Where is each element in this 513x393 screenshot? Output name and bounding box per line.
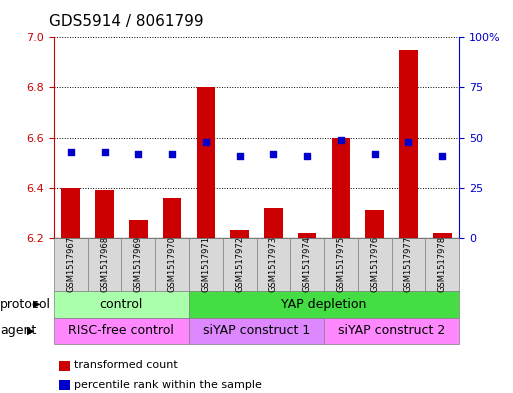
Text: GSM1517976: GSM1517976 — [370, 236, 379, 292]
Text: siYAP construct 2: siYAP construct 2 — [338, 324, 445, 338]
Point — [269, 151, 278, 157]
Point — [67, 149, 75, 155]
Text: GSM1517978: GSM1517978 — [438, 236, 447, 292]
Bar — [264, 208, 283, 238]
Bar — [230, 230, 249, 238]
Text: GSM1517975: GSM1517975 — [337, 236, 345, 292]
Bar — [433, 233, 451, 238]
Text: ▶: ▶ — [33, 299, 41, 309]
Bar — [399, 50, 418, 238]
Text: percentile rank within the sample: percentile rank within the sample — [74, 380, 262, 390]
Text: GSM1517967: GSM1517967 — [66, 236, 75, 292]
Text: GSM1517974: GSM1517974 — [303, 236, 312, 292]
Text: transformed count: transformed count — [74, 360, 178, 371]
Bar — [196, 87, 215, 238]
Point — [438, 152, 446, 159]
Point — [404, 138, 412, 145]
Point — [134, 151, 143, 157]
Text: GDS5914 / 8061799: GDS5914 / 8061799 — [49, 14, 203, 29]
Bar — [163, 198, 182, 238]
Bar — [95, 190, 114, 238]
Text: GSM1517970: GSM1517970 — [168, 236, 176, 292]
Text: GSM1517972: GSM1517972 — [235, 236, 244, 292]
Text: agent: agent — [0, 324, 36, 338]
Bar — [331, 138, 350, 238]
Text: YAP depletion: YAP depletion — [281, 298, 367, 311]
Text: RISC-free control: RISC-free control — [68, 324, 174, 338]
Point — [168, 151, 176, 157]
Bar — [298, 233, 317, 238]
Text: GSM1517969: GSM1517969 — [134, 236, 143, 292]
Text: GSM1517971: GSM1517971 — [201, 236, 210, 292]
Bar — [62, 187, 80, 238]
Point — [303, 152, 311, 159]
Text: GSM1517968: GSM1517968 — [100, 236, 109, 292]
Point — [370, 151, 379, 157]
Point — [202, 138, 210, 145]
Point — [235, 152, 244, 159]
Text: ▶: ▶ — [27, 326, 35, 336]
Bar — [365, 210, 384, 238]
Text: GSM1517973: GSM1517973 — [269, 236, 278, 292]
Point — [337, 136, 345, 143]
Text: control: control — [100, 298, 143, 311]
Point — [101, 149, 109, 155]
Text: siYAP construct 1: siYAP construct 1 — [203, 324, 310, 338]
Text: GSM1517977: GSM1517977 — [404, 236, 413, 292]
Text: protocol: protocol — [0, 298, 51, 311]
Bar — [129, 220, 148, 238]
